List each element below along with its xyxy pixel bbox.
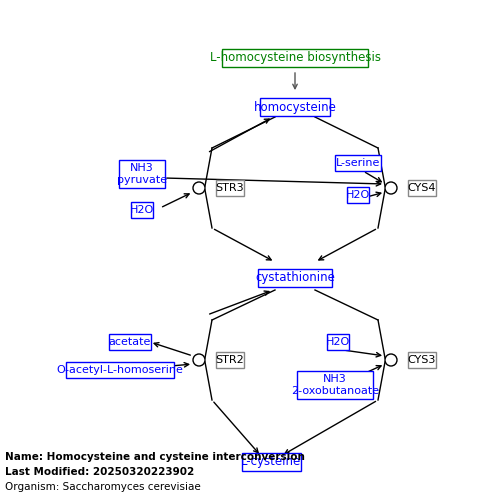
Circle shape (193, 354, 205, 366)
FancyBboxPatch shape (408, 351, 435, 368)
FancyBboxPatch shape (131, 201, 153, 218)
Text: Last Modified: 20250320223902: Last Modified: 20250320223902 (5, 467, 194, 477)
Text: H2O: H2O (326, 337, 350, 347)
FancyBboxPatch shape (258, 269, 332, 287)
FancyBboxPatch shape (241, 453, 300, 471)
Text: CYS3: CYS3 (408, 355, 436, 365)
Text: L-serine: L-serine (336, 158, 380, 168)
FancyBboxPatch shape (347, 187, 369, 203)
Text: CYS4: CYS4 (408, 183, 436, 193)
Circle shape (385, 354, 397, 366)
FancyBboxPatch shape (260, 99, 330, 116)
Text: NH3
2-oxobutanoate: NH3 2-oxobutanoate (291, 374, 379, 396)
Text: L-cysteine: L-cysteine (241, 455, 301, 468)
Circle shape (385, 182, 397, 194)
Text: Organism: Saccharomyces cerevisiae: Organism: Saccharomyces cerevisiae (5, 482, 201, 492)
Text: H2O: H2O (346, 190, 370, 200)
Text: O-acetyl-L-homoserine: O-acetyl-L-homoserine (57, 365, 183, 375)
Text: STR3: STR3 (216, 183, 244, 193)
Text: homocysteine: homocysteine (253, 100, 336, 113)
Text: NH3
pyruvate: NH3 pyruvate (117, 163, 167, 185)
Circle shape (193, 182, 205, 194)
FancyBboxPatch shape (216, 351, 243, 368)
FancyBboxPatch shape (408, 180, 435, 197)
Text: cystathionine: cystathionine (255, 271, 335, 285)
Text: L-homocysteine biosynthesis: L-homocysteine biosynthesis (209, 51, 381, 64)
FancyBboxPatch shape (119, 160, 165, 188)
Text: acetate: acetate (109, 337, 151, 347)
FancyBboxPatch shape (66, 362, 174, 378)
FancyBboxPatch shape (335, 154, 381, 171)
Text: STR2: STR2 (216, 355, 244, 365)
FancyBboxPatch shape (216, 180, 243, 197)
Text: H2O: H2O (130, 205, 154, 215)
FancyBboxPatch shape (298, 371, 372, 399)
FancyBboxPatch shape (109, 334, 151, 350)
FancyBboxPatch shape (327, 334, 349, 350)
FancyBboxPatch shape (222, 50, 368, 67)
Text: Name: Homocysteine and cysteine interconversion: Name: Homocysteine and cysteine intercon… (5, 452, 305, 462)
